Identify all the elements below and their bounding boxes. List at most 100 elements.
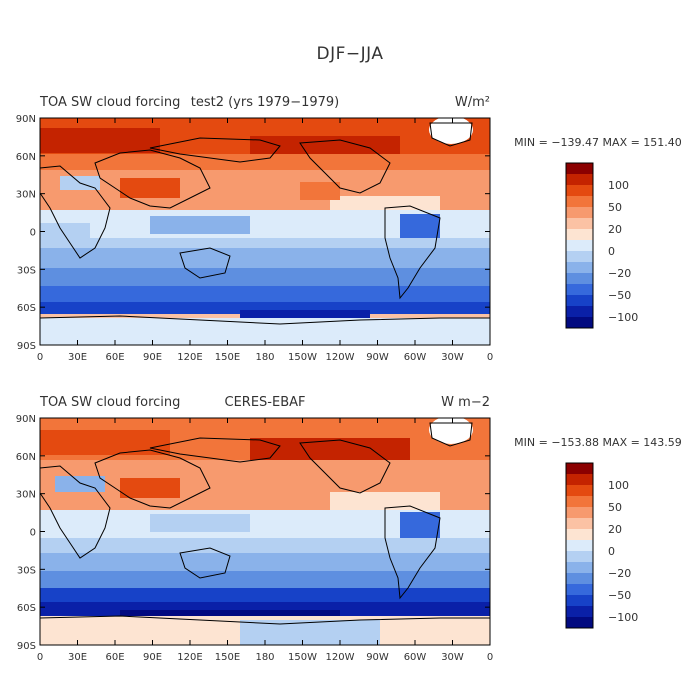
lon-tick-label: 0 <box>487 352 493 363</box>
colorbar: 100 50 20 0 −20 −50 −100 <box>565 162 638 329</box>
lat-tick-label: 0 <box>30 228 36 239</box>
colorbar-swatch <box>566 196 593 207</box>
lon-tick-label: 0 <box>37 652 43 663</box>
lon-tick-label: 120W <box>326 352 355 363</box>
colorbar-swatch <box>566 262 593 273</box>
lat-tick-label: 90N <box>16 114 36 125</box>
lat-tick-label: 60N <box>16 452 36 463</box>
coastlines <box>40 122 490 325</box>
lon-tick-label: 120E <box>177 652 202 663</box>
colorbar-label: 20 <box>608 223 622 236</box>
lon-tick-label: 120W <box>326 652 355 663</box>
panel-units: W/m² <box>455 95 490 110</box>
lat-tick-labels: 90N 60N 30N 0 30S 60S 90S <box>16 414 490 652</box>
colorbar-swatch <box>566 251 593 262</box>
colorbar-swatch <box>566 207 593 218</box>
panel-left-title: TOA SW cloud forcing <box>39 95 180 110</box>
colorbar-swatch <box>566 240 593 251</box>
colorbar-label: −20 <box>608 567 631 580</box>
lon-tick-label: 0 <box>487 652 493 663</box>
lon-tick-label: 90E <box>143 652 162 663</box>
colorbar-swatch <box>566 295 593 306</box>
lon-tick-labels: 0 30E 60E 90E 120E 150E 180 150W 120W 90W 60W 30W 0 <box>37 418 493 663</box>
colorbar-swatch <box>566 507 593 518</box>
panel-units: W m−2 <box>441 395 490 410</box>
colorbar-swatch <box>566 485 593 496</box>
colorbar-swatch <box>566 306 593 317</box>
lon-tick-label: 60W <box>404 652 427 663</box>
lat-tick-label: 30S <box>17 265 36 276</box>
colorbar-label: 50 <box>608 501 622 514</box>
lon-tick-label: 150E <box>215 652 240 663</box>
lon-tick-labels: 0 30E 60E 90E 120E 150E 180 150W 120W 90W 60W 30W 0 <box>37 118 493 363</box>
colorbar-label: −50 <box>608 589 631 602</box>
colorbar-swatch <box>566 284 593 295</box>
lat-tick-label: 90N <box>16 414 36 425</box>
colorbar-label: 0 <box>608 545 615 558</box>
panel-min-max: MIN = −139.47 MAX = 151.40 <box>514 136 682 149</box>
colorbar-label: 0 <box>608 245 615 258</box>
colorbar-swatch <box>566 185 593 196</box>
panel-left-title: TOA SW cloud forcing <box>39 395 180 410</box>
lon-tick-label: 90W <box>366 352 389 363</box>
colorbar-swatch <box>566 562 593 573</box>
lon-tick-label: 30E <box>68 352 87 363</box>
lat-tick-label: 90S <box>17 341 36 352</box>
lon-tick-label: 150W <box>288 352 317 363</box>
lat-tick-label: 60N <box>16 152 36 163</box>
panel-center-title: CERES-EBAF <box>225 395 306 410</box>
lon-tick-label: 90W <box>366 652 389 663</box>
colorbar-swatch <box>566 273 593 284</box>
colorbar-swatch <box>566 606 593 617</box>
lon-tick-label: 60W <box>404 352 427 363</box>
coastlines <box>40 422 490 625</box>
map-field <box>40 418 490 645</box>
colorbar-swatch <box>566 529 593 540</box>
lon-tick-label: 120E <box>177 352 202 363</box>
colorbar-label: −50 <box>608 289 631 302</box>
panel-min-max: MIN = −153.88 MAX = 143.59 <box>514 436 682 449</box>
colorbar-swatch <box>566 617 593 628</box>
map-panel-obs: TOA SW cloud forcing CERES-EBAF W m−2 MI… <box>16 395 682 663</box>
lon-tick-label: 150W <box>288 652 317 663</box>
page-title: DJF−JJA <box>316 44 384 64</box>
colorbar-swatch <box>566 573 593 584</box>
lat-tick-label: 60S <box>17 303 36 314</box>
colorbar-label: −20 <box>608 267 631 280</box>
lat-tick-label: 30S <box>17 565 36 576</box>
lat-tick-label: 60S <box>17 603 36 614</box>
panel-center-title: test2 (yrs 1979−1979) <box>191 95 340 110</box>
lon-tick-label: 30W <box>441 652 464 663</box>
colorbar-label: −100 <box>608 311 638 324</box>
lon-tick-label: 180 <box>255 352 274 363</box>
lat-tick-label: 30N <box>16 490 36 501</box>
colorbar-swatch <box>566 474 593 485</box>
lon-tick-label: 150E <box>215 352 240 363</box>
colorbar-label: 100 <box>608 179 629 192</box>
lat-tick-labels: 90N 60N 30N 0 30S 60S 90S <box>16 114 490 352</box>
colorbar-swatch <box>566 518 593 529</box>
lon-tick-label: 180 <box>255 652 274 663</box>
lon-tick-label: 90E <box>143 352 162 363</box>
lon-tick-label: 60E <box>105 352 124 363</box>
map-field <box>40 118 490 345</box>
colorbar-swatch <box>566 163 593 174</box>
lon-tick-label: 30W <box>441 352 464 363</box>
colorbar-label: 100 <box>608 479 629 492</box>
colorbar: 100 50 20 0 −20 −50 −100 <box>565 462 638 629</box>
map-panel-model: TOA SW cloud forcing test2 (yrs 1979−197… <box>16 95 682 363</box>
colorbar-swatch <box>566 174 593 185</box>
lon-tick-label: 0 <box>37 352 43 363</box>
colorbar-swatch <box>566 218 593 229</box>
colorbar-swatch <box>566 317 593 328</box>
colorbar-swatch <box>566 551 593 562</box>
colorbar-swatch <box>566 496 593 507</box>
lat-tick-label: 0 <box>30 528 36 539</box>
lon-tick-label: 60E <box>105 652 124 663</box>
lat-tick-label: 30N <box>16 190 36 201</box>
colorbar-swatch <box>566 229 593 240</box>
lat-tick-label: 90S <box>17 641 36 652</box>
colorbar-swatch <box>566 463 593 474</box>
lon-tick-label: 30E <box>68 652 87 663</box>
colorbar-label: −100 <box>608 611 638 624</box>
